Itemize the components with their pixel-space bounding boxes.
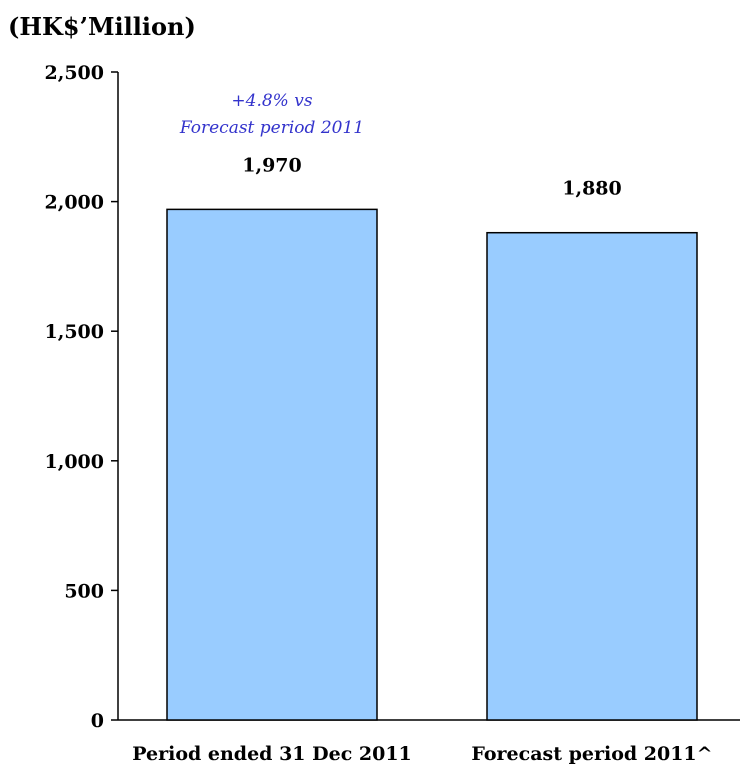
y-tick-label: 500 — [64, 580, 104, 602]
bars — [166, 208, 698, 721]
y-tick-label: 1,000 — [45, 451, 105, 473]
data-labels: 1,970 1,880 — [242, 154, 622, 199]
category-label: Period ended 31 Dec 2011 — [132, 743, 412, 765]
category-labels: Period ended 31 Dec 2011 Forecast period … — [132, 743, 712, 765]
annotation: +4.8% vs Forecast period 2011 — [179, 91, 364, 138]
y-tick-label: 0 — [91, 710, 104, 732]
bar — [486, 231, 698, 721]
category-label: Forecast period 2011^ — [471, 743, 712, 765]
unit-label: (HK$’Million) — [8, 12, 196, 41]
annotation-line: +4.8% vs — [231, 91, 312, 111]
bar — [166, 208, 378, 721]
annotation-line: Forecast period 2011 — [179, 118, 364, 138]
bar-value-label: 1,970 — [242, 154, 302, 176]
y-tick-label: 2,000 — [45, 192, 105, 214]
y-tick-label: 1,500 — [45, 321, 105, 343]
y-ticks: 0 500 1,000 1,500 2,000 2,500 — [45, 62, 118, 732]
y-tick-label: 2,500 — [45, 62, 105, 84]
bar-value-label: 1,880 — [562, 178, 622, 200]
